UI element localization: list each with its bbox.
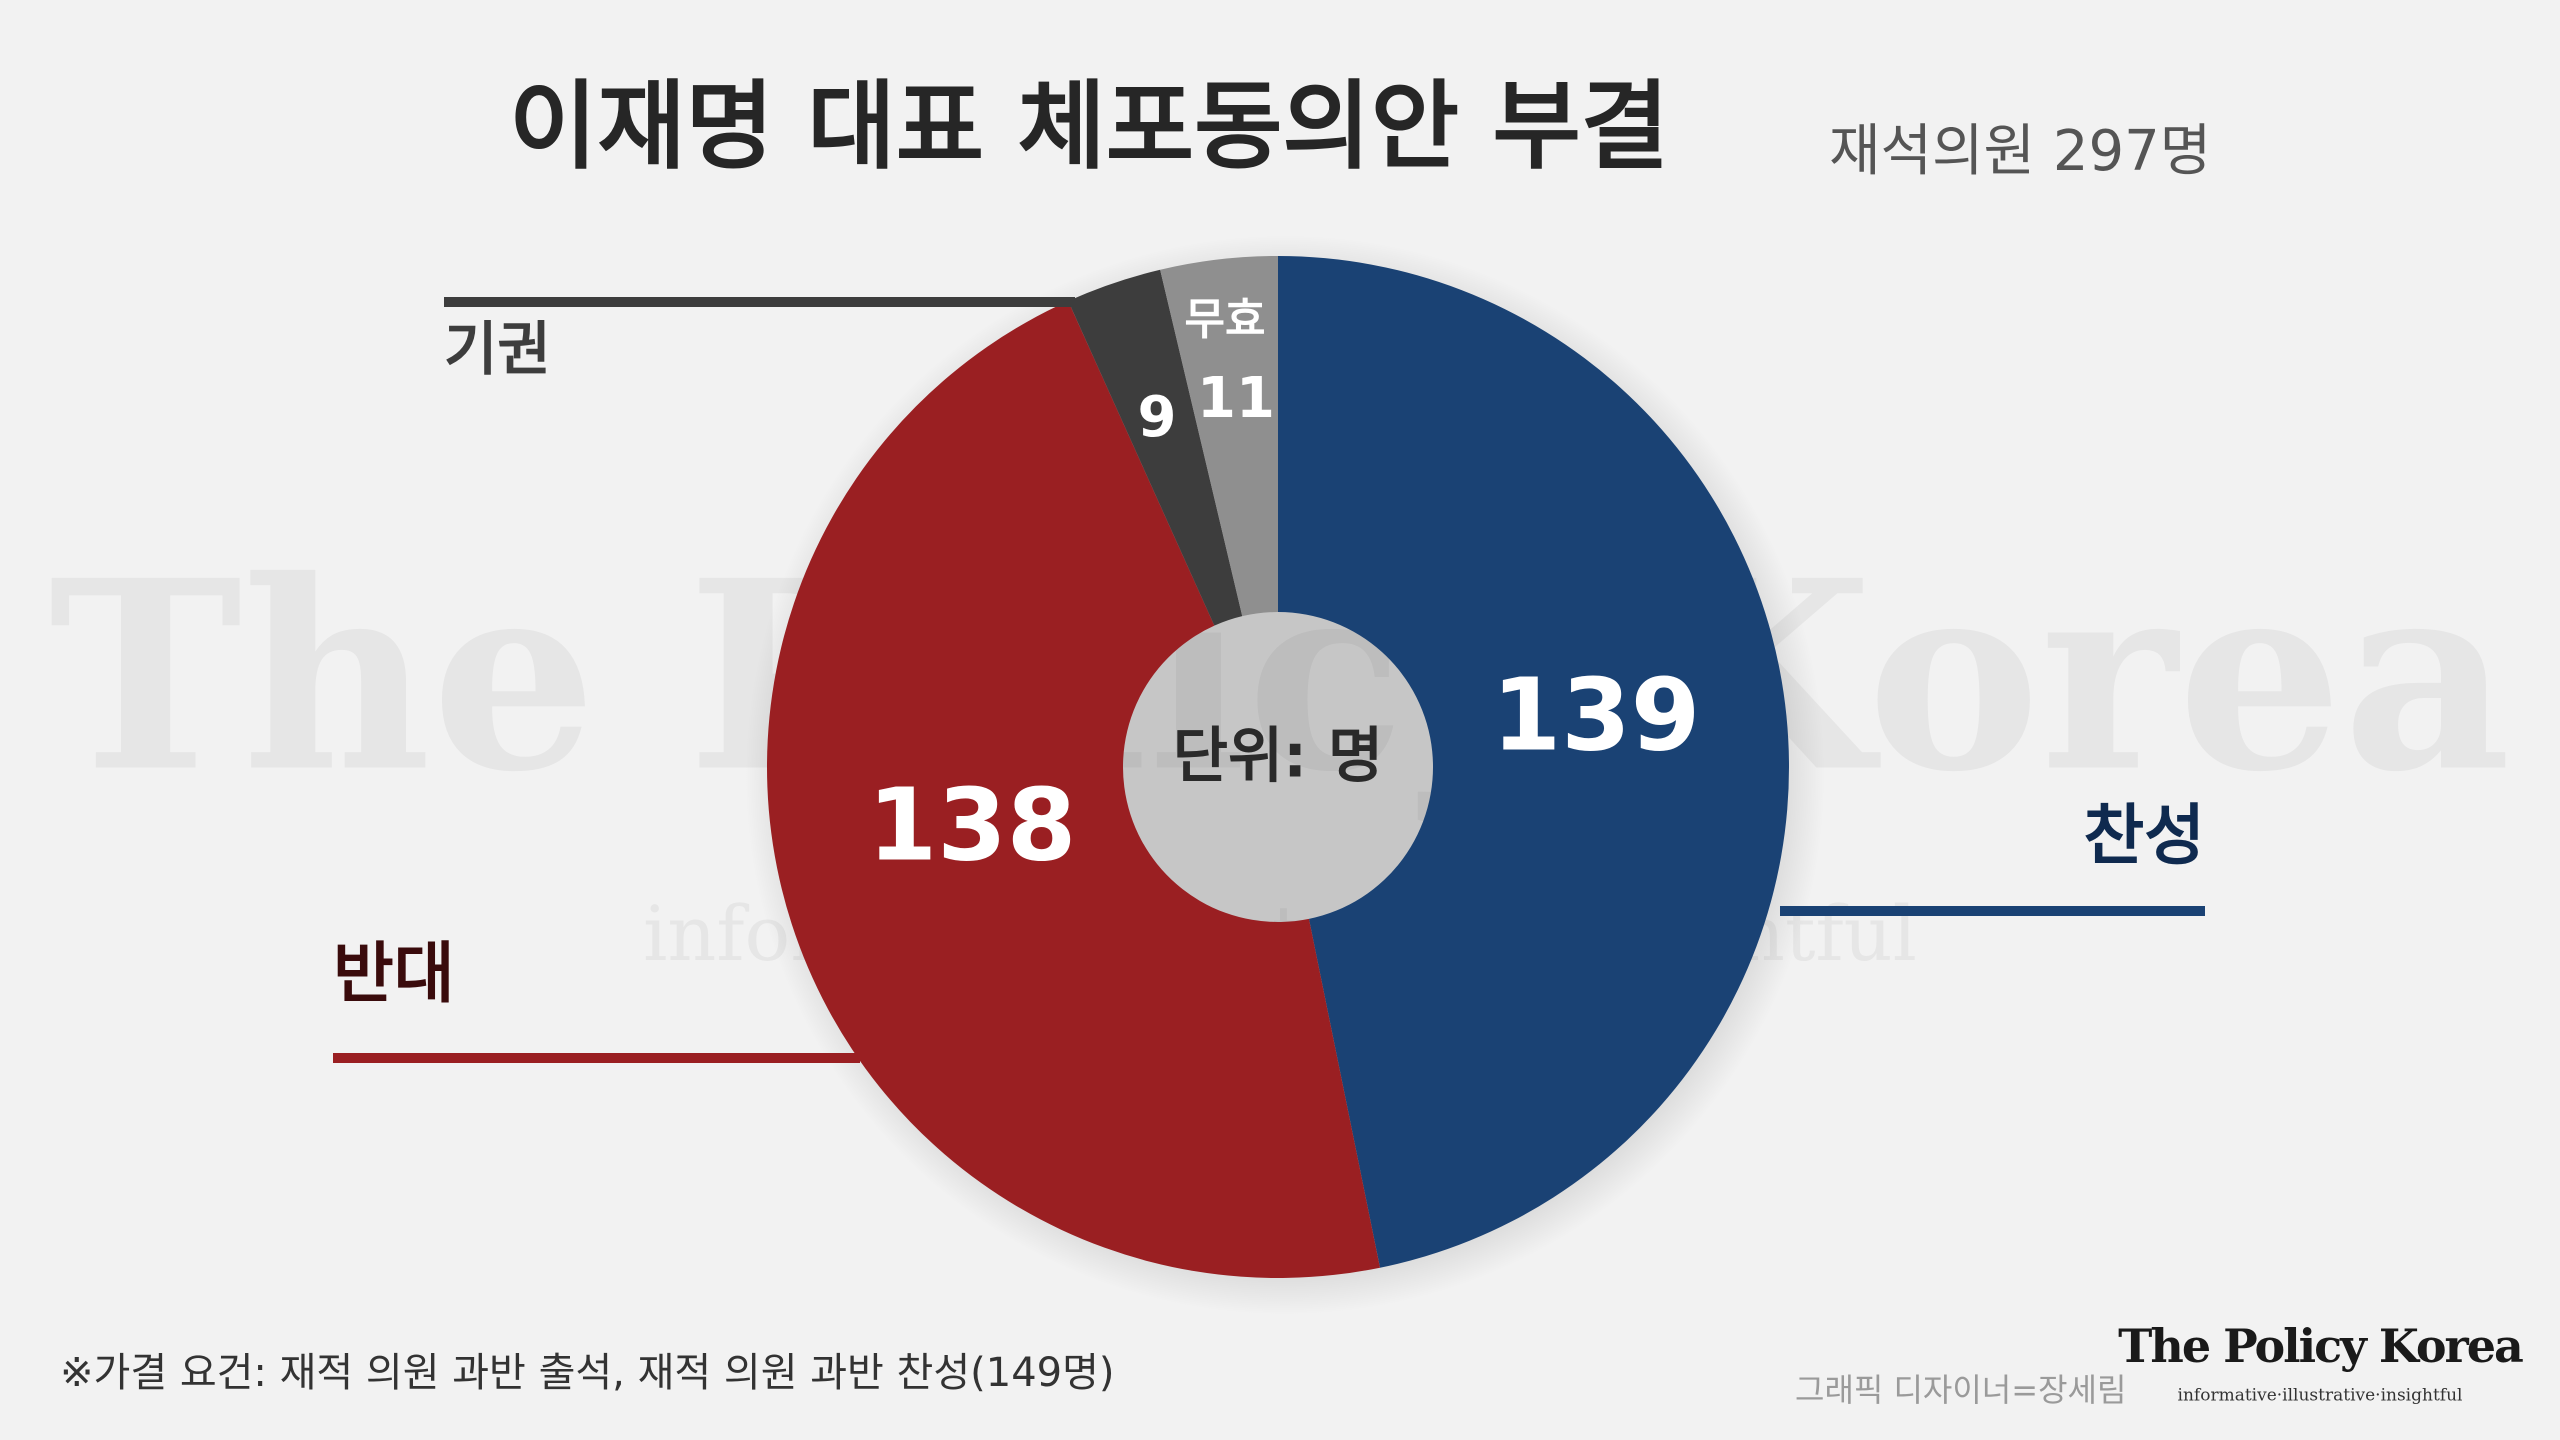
brand-tagline: informative·illustrative·insightful (2178, 1386, 2463, 1406)
slice (1068, 269, 1243, 626)
slice (767, 301, 1381, 1279)
footnote: ※가결 요건: 재적 의원 과반 출석, 재적 의원 과반 찬성(149명) (60, 1350, 1115, 1396)
value-label: 139 (1492, 656, 1701, 773)
category-label: 무효 (1185, 294, 1266, 345)
value-label: 138 (868, 766, 1077, 883)
category-label: 반대 (333, 935, 454, 1012)
value-label: 9 (1138, 385, 1177, 450)
value-label: 11 (1197, 366, 1275, 431)
category-label: 찬성 (2084, 797, 2205, 874)
category-label: 기권 (444, 315, 551, 383)
center-label: 단위: 명 (1173, 722, 1383, 792)
slice (1278, 256, 1790, 1268)
credit: 그래픽 디자이너=장세림 (1795, 1371, 2126, 1409)
chart-subtitle: 재석의원 297명 (1829, 119, 2211, 184)
slice (1160, 256, 1278, 617)
brand-name: The Policy Korea (2118, 1319, 2523, 1373)
chart-title: 이재명 대표 체포동의안 부결 (509, 70, 1669, 182)
donut (767, 256, 1790, 1279)
